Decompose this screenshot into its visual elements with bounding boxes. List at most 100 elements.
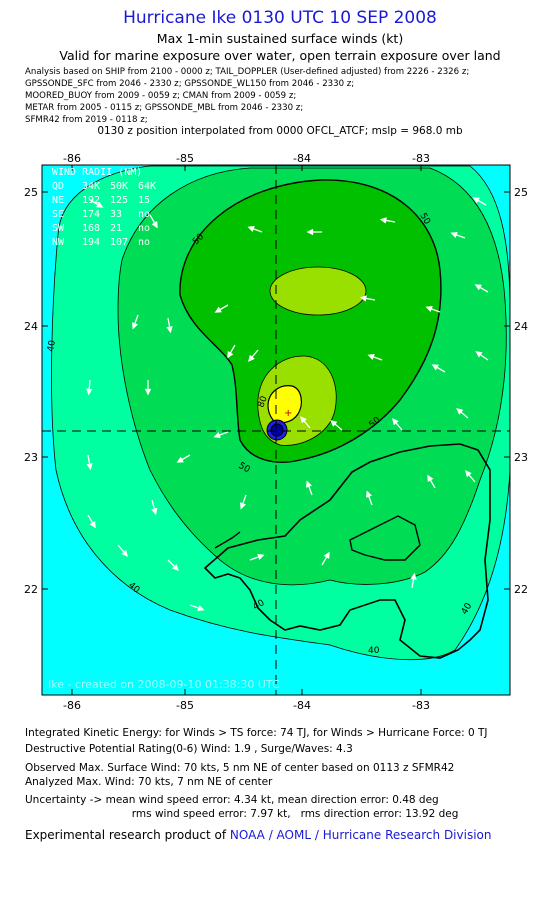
analysis-line-5: SFMR42 from 2019 - 0118 z;: [25, 115, 148, 125]
land-coastline-cuba: [203, 443, 491, 659]
lat-label-left-2: 24: [24, 320, 38, 333]
analysis-line-4: METAR from 2005 - 0115 z; GPSSONDE_MBL f…: [25, 103, 304, 113]
map-ticks: [42, 165, 510, 695]
wind-arrow-head: [425, 305, 433, 312]
wind-radii-cell: 174: [82, 209, 100, 220]
wind-arrow-head: [96, 201, 104, 208]
wind-radii-cell: 21: [110, 223, 122, 234]
wind-arrow-head: [214, 306, 222, 313]
wind-arrow-head: [305, 480, 312, 488]
contour-label-10: 80: [256, 395, 269, 409]
subtitle-line-1: Max 1-min sustained surface winds (kt): [156, 31, 404, 46]
wind-radii-cell: 33: [110, 209, 122, 220]
wind-radii-cell: SW: [52, 223, 65, 234]
wind-arrow-head: [365, 490, 372, 498]
wind-arrow-head: [427, 474, 434, 482]
hrd-link[interactable]: NOAA / AOML / Hurricane Research Divisio…: [229, 828, 492, 842]
lat-label-left-4: 22: [24, 583, 38, 596]
wind-radii-cell: no: [138, 223, 150, 234]
position-line: 0130 z position interpolated from 0000 O…: [97, 125, 463, 137]
contour-label-4: 40: [46, 339, 58, 352]
lat-label-right-4: 22: [514, 583, 528, 596]
wind-arrow-head: [166, 326, 173, 334]
lat-label-right-1: 25: [514, 186, 528, 199]
wind-radii-col-50: 50K: [110, 181, 128, 192]
wind-arrow-head: [176, 456, 184, 463]
wind-arrow-head: [89, 521, 96, 529]
lon-label-bottom-2: -85: [176, 699, 194, 712]
eye-ring-inner: [270, 423, 284, 437]
wind-arrow-head: [359, 295, 367, 302]
wind-arrow-head: [171, 563, 179, 571]
lon-label-bottom-1: -86: [63, 699, 81, 712]
wind-arrow-head: [306, 228, 314, 236]
wind-arrow-head: [247, 225, 255, 232]
wind-arrow-head: [367, 353, 375, 360]
wind-radii-cell: 192: [82, 195, 100, 206]
uncertainty-line-1: Uncertainty -> mean wind speed error: 4.…: [25, 794, 439, 806]
wind-arrow-head: [213, 432, 221, 439]
wind-arrow-head: [323, 551, 330, 559]
wind-arrow-head: [257, 553, 265, 560]
lat-label-right-2: 24: [514, 320, 528, 333]
wind-radii-table: WIND RADII (NM) QD 34K 50K 64K NE 192 125 1…: [52, 167, 156, 248]
subtitle-line-2: Valid for marine exposure over water, op…: [59, 48, 501, 63]
observed-max-line: Observed Max. Surface Wind: 70 kts, 5 nm…: [25, 762, 455, 774]
wind-arrow-head: [472, 197, 480, 204]
wind-radii-header: WIND RADII (NM): [52, 167, 142, 178]
wind-radii-cell: SE: [52, 209, 64, 220]
product-credit: Experimental research product of NOAA / …: [25, 828, 491, 842]
wind-radii-cell: 15: [138, 195, 150, 206]
wind-radii-cell: 194: [82, 237, 100, 248]
analysis-line-1: Analysis based on SHIP from 2100 - 0000 …: [25, 67, 470, 77]
center-marker: +: [284, 408, 292, 419]
lon-label-bottom-3: -84: [293, 699, 311, 712]
wind-radii-cell: 125: [110, 195, 128, 206]
wind-radii-cell: NE: [52, 195, 64, 206]
product-prefix: Experimental research product of: [25, 828, 230, 842]
wind-radii-cell: 168: [82, 223, 100, 234]
wind-arrow-head: [475, 351, 483, 358]
wind-arrow-head: [144, 388, 152, 396]
dpr-line: Destructive Potential Rating(0-6) Wind: …: [25, 743, 353, 755]
lon-label-top-3: -84: [293, 152, 311, 165]
page-title: Hurricane Ike 0130 UTC 10 SEP 2008: [123, 8, 437, 28]
lon-label-top-4: -83: [412, 152, 430, 165]
analysis-line-2: GPSSONDE_SFC from 2046 - 2330 z; GPSSOND…: [25, 79, 355, 89]
wind-arrow-head: [227, 351, 234, 359]
land-coastline-west: [214, 531, 241, 549]
wind-band-50kt: [179, 179, 442, 463]
wind-band-64kt-north: [269, 266, 367, 316]
wind-arrow-head: [239, 502, 246, 510]
wind-radii-cell: no: [138, 209, 150, 220]
wind-arrow-head: [197, 605, 205, 612]
wind-arrow-head: [121, 549, 128, 557]
wind-radii-cell: no: [138, 237, 150, 248]
wind-arrow-head: [456, 408, 464, 415]
lat-label-right-3: 23: [514, 451, 528, 464]
lon-label-top-2: -85: [176, 152, 194, 165]
wind-arrow-head: [151, 507, 158, 515]
wind-radii-cell: NW: [52, 237, 65, 248]
wind-arrow-head: [330, 420, 338, 427]
wind-radii-col-34: 34K: [82, 181, 100, 192]
wind-arrow-head: [474, 284, 482, 291]
contour-label-7: 40: [368, 646, 380, 656]
wind-arrow-head: [131, 322, 138, 330]
uncertainty-line-2: rms wind speed error: 7.97 kt, rms direc…: [25, 808, 459, 820]
wind-arrow-head: [86, 463, 93, 471]
wind-arrow-head: [410, 572, 417, 580]
land-coastline-isle: [349, 515, 421, 561]
wind-radii-col-64: 64K: [138, 181, 156, 192]
wind-arrow-head: [431, 364, 439, 371]
lat-label-left-3: 23: [24, 451, 38, 464]
map-frame: [41, 164, 511, 696]
wind-arrow-head: [392, 418, 399, 426]
lat-label-left-1: 25: [24, 186, 38, 199]
lon-label-bottom-4: -83: [412, 699, 430, 712]
wind-arrow-head: [248, 354, 255, 362]
wind-arrow-head: [465, 470, 472, 478]
watermark: Ike - created on 2008-09-10 01:38:30 UTC: [48, 678, 280, 691]
wind-arrow-head: [379, 217, 387, 224]
